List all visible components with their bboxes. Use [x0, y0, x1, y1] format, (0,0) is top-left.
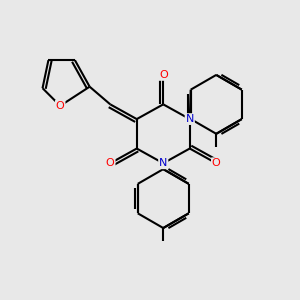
Text: N: N: [186, 114, 194, 124]
Text: O: O: [56, 101, 64, 111]
Text: O: O: [159, 70, 168, 80]
Text: O: O: [212, 158, 220, 168]
Text: N: N: [159, 158, 167, 168]
Text: O: O: [106, 158, 115, 168]
